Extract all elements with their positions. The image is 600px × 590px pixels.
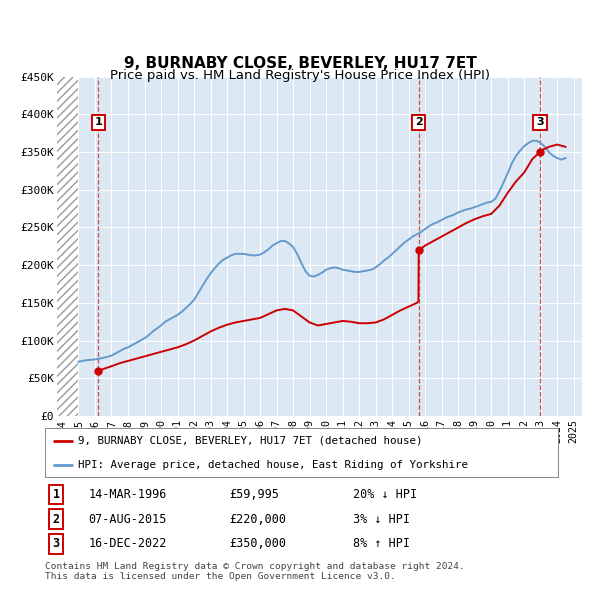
Text: 1: 1 [53,488,60,501]
Text: 14-MAR-1996: 14-MAR-1996 [89,488,167,501]
Text: 07-AUG-2015: 07-AUG-2015 [89,513,167,526]
Text: 3: 3 [536,117,544,127]
Text: £220,000: £220,000 [230,513,287,526]
Text: £350,000: £350,000 [230,537,287,550]
Text: 9, BURNABY CLOSE, BEVERLEY, HU17 7ET (detached house): 9, BURNABY CLOSE, BEVERLEY, HU17 7ET (de… [79,436,423,446]
Text: 3% ↓ HPI: 3% ↓ HPI [353,513,410,526]
Text: 9, BURNABY CLOSE, BEVERLEY, HU17 7ET: 9, BURNABY CLOSE, BEVERLEY, HU17 7ET [124,55,476,71]
Bar [57,77,79,416]
Text: 2: 2 [53,513,60,526]
Text: 16-DEC-2022: 16-DEC-2022 [89,537,167,550]
Text: Contains HM Land Registry data © Crown copyright and database right 2024.
This d: Contains HM Land Registry data © Crown c… [45,562,465,581]
Text: 20% ↓ HPI: 20% ↓ HPI [353,488,417,501]
Text: £59,995: £59,995 [230,488,280,501]
Text: 8% ↑ HPI: 8% ↑ HPI [353,537,410,550]
Text: HPI: Average price, detached house, East Riding of Yorkshire: HPI: Average price, detached house, East… [79,460,469,470]
Text: 3: 3 [53,537,60,550]
Text: 2: 2 [415,117,422,127]
Text: 1: 1 [94,117,102,127]
Text: Price paid vs. HM Land Registry's House Price Index (HPI): Price paid vs. HM Land Registry's House … [110,69,490,82]
